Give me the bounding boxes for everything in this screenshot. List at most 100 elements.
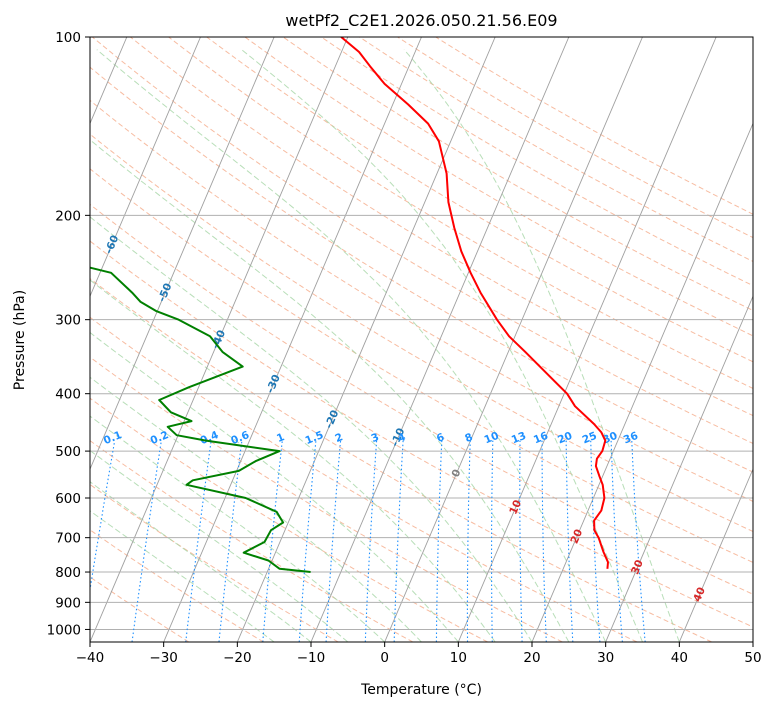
x-tick-label: 40 [671,650,688,666]
mixing-ratio-label: 36 [622,430,640,447]
dry-adiabat [90,168,753,563]
x-tick-label: −10 [297,650,326,666]
isotherm [90,37,349,642]
moist-adiabat [90,415,386,642]
dry-adiabat [90,440,414,642]
dry-adiabat [90,356,563,642]
mixing-ratio-line [325,440,342,642]
x-tick-label: −30 [149,650,178,666]
mixing-ratio-line [90,440,116,594]
isotherm [457,37,717,642]
moist-adiabat [90,139,570,642]
mixing-ratio-line [185,440,212,642]
mixing-ratio-label: 25 [581,430,599,447]
moist-adiabat [90,331,459,642]
y-tick-label: 600 [55,491,81,507]
dry-adiabat [91,37,753,445]
y-tick-label: 100 [55,30,81,46]
mixing-ratio-label: 10 [483,430,501,447]
dewpoint-profile [90,266,311,573]
isotherm-label: 30 [629,558,646,576]
x-tick-label: 20 [523,650,540,666]
dry-adiabat [90,133,753,533]
mixing-ratio-line [131,440,162,642]
mixing-ratio-line [519,440,523,642]
isotherm [310,37,570,642]
dry-adiabat [90,529,264,642]
mixing-ratio-labels: 0.1 0.2 0.4 0.6 1 1.5 2 3 4 6 8 10 13 16 20 25 30 36 [102,429,640,447]
moist-adiabat [90,216,533,642]
dry-adiabat [90,240,753,628]
moist-adiabat [90,481,312,642]
isotherm-label: -70 [54,176,72,198]
mixing-ratio-label: 8 [463,431,474,445]
isotherm-label: -50 [156,282,174,304]
x-tick-label: −20 [223,650,252,666]
mixing-ratio-label: 3 [370,431,381,445]
isotherm [90,37,201,298]
x-tick-label: −40 [76,650,105,666]
y-axis: 100 200 300 400 500 600 700 800 900 1000 [47,30,90,638]
dry-adiabat [90,316,638,642]
x-axis-label: Temperature (°C) [360,682,482,698]
isotherm [163,37,422,642]
y-axis-label: Pressure (hPa) [12,290,28,390]
mixing-ratio-line [435,440,443,642]
isotherm-label: -30 [264,373,282,395]
plot-area: -100-90-80-70-60-50-40-30-20-10010203040… [0,37,753,642]
isotherm [605,295,753,642]
mixing-ratio-line [218,440,243,642]
pressure-grid [90,37,753,630]
y-tick-label: 1000 [47,622,81,638]
mixing-ratio-label: 16 [532,430,550,447]
mixing-ratio-label: 20 [556,430,574,447]
mixing-ratio-label: 0.1 [102,429,124,447]
mixing-ratio-label: 2 [333,431,344,445]
dry-adiabat [168,37,753,389]
isotherm-label: -80 [0,128,18,150]
chart-title: wetPf2_C2E1.2026.050.21.56.E09 [285,11,557,31]
mixing-ratio-line [364,440,378,642]
temperature-profile [340,37,609,569]
isotherms [90,37,753,642]
mixing-ratio-line [466,440,471,642]
mixing-ratio-line [490,440,494,642]
dry-adiabat [282,37,753,312]
moist-adiabat [241,49,643,642]
y-tick-label: 200 [55,208,81,224]
x-tick-label: 50 [744,650,761,666]
y-tick-label: 500 [55,444,81,460]
mixing-ratio-line [631,440,646,642]
mixing-ratio-label: 13 [510,430,528,447]
dry-adiabat [90,397,488,642]
y-tick-label: 300 [55,313,81,329]
mixing-ratio-line [262,440,283,642]
dry-adiabat [90,99,753,502]
isotherm-label: 40 [691,585,708,603]
mixing-ratio-line [393,440,404,642]
isotherm [236,37,496,642]
mixing-ratio-lines [90,440,646,642]
isotherm [531,122,753,642]
x-tick-label: 30 [597,650,614,666]
isotherm [752,640,753,642]
moist-adiabat [90,376,422,642]
dry-adiabat [90,66,753,473]
isotherm [90,37,275,471]
y-tick-label: 900 [55,595,81,611]
dry-adiabat [206,37,753,363]
axes-frame [89,36,754,643]
x-tick-label: 0 [380,650,389,666]
dry-adiabat [435,37,753,215]
mixing-ratio-label: 1 [275,431,286,445]
y-tick-label: 400 [55,387,81,403]
isotherm-label: 20 [568,527,585,545]
moist-adiabat [90,449,349,642]
moist-adiabat [403,49,680,642]
mixing-ratio-line [590,440,601,642]
dry-adiabat [90,576,190,642]
isotherm-label: 10 [507,498,524,516]
